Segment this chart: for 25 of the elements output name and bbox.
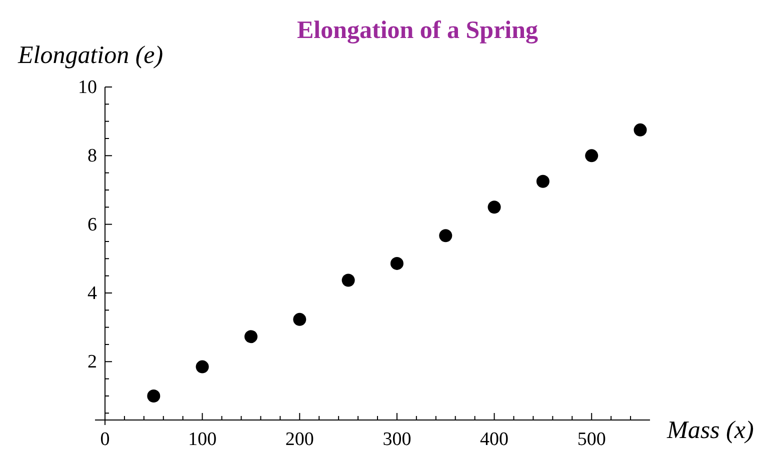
point <box>342 274 355 287</box>
point <box>439 229 452 242</box>
x-tick-label: 200 <box>285 429 314 450</box>
point <box>390 256 404 270</box>
chart-title: Elongation of a Spring <box>296 17 539 44</box>
point <box>244 330 258 344</box>
x-tick-label: 100 <box>188 429 217 450</box>
point <box>488 200 501 214</box>
point <box>196 360 209 374</box>
point <box>293 312 306 326</box>
y-axis-title: Elongation (e) <box>17 42 164 69</box>
y-tick-label: 2 <box>88 352 97 373</box>
point <box>634 123 647 136</box>
y-tick-label: 10 <box>78 77 97 98</box>
y-tick-label: 8 <box>88 146 97 167</box>
x-tick-label: 500 <box>577 429 606 450</box>
x-tick-label: 300 <box>382 429 412 450</box>
point <box>585 149 598 162</box>
x-axis-title: Mass (x) <box>666 417 754 444</box>
x-tick-label: 400 <box>480 429 509 450</box>
x-tick-label: 0 <box>100 429 110 450</box>
y-tick-label: 4 <box>88 282 98 304</box>
y-tick-label: 6 <box>88 214 97 236</box>
point <box>536 174 550 188</box>
point <box>147 389 160 402</box>
